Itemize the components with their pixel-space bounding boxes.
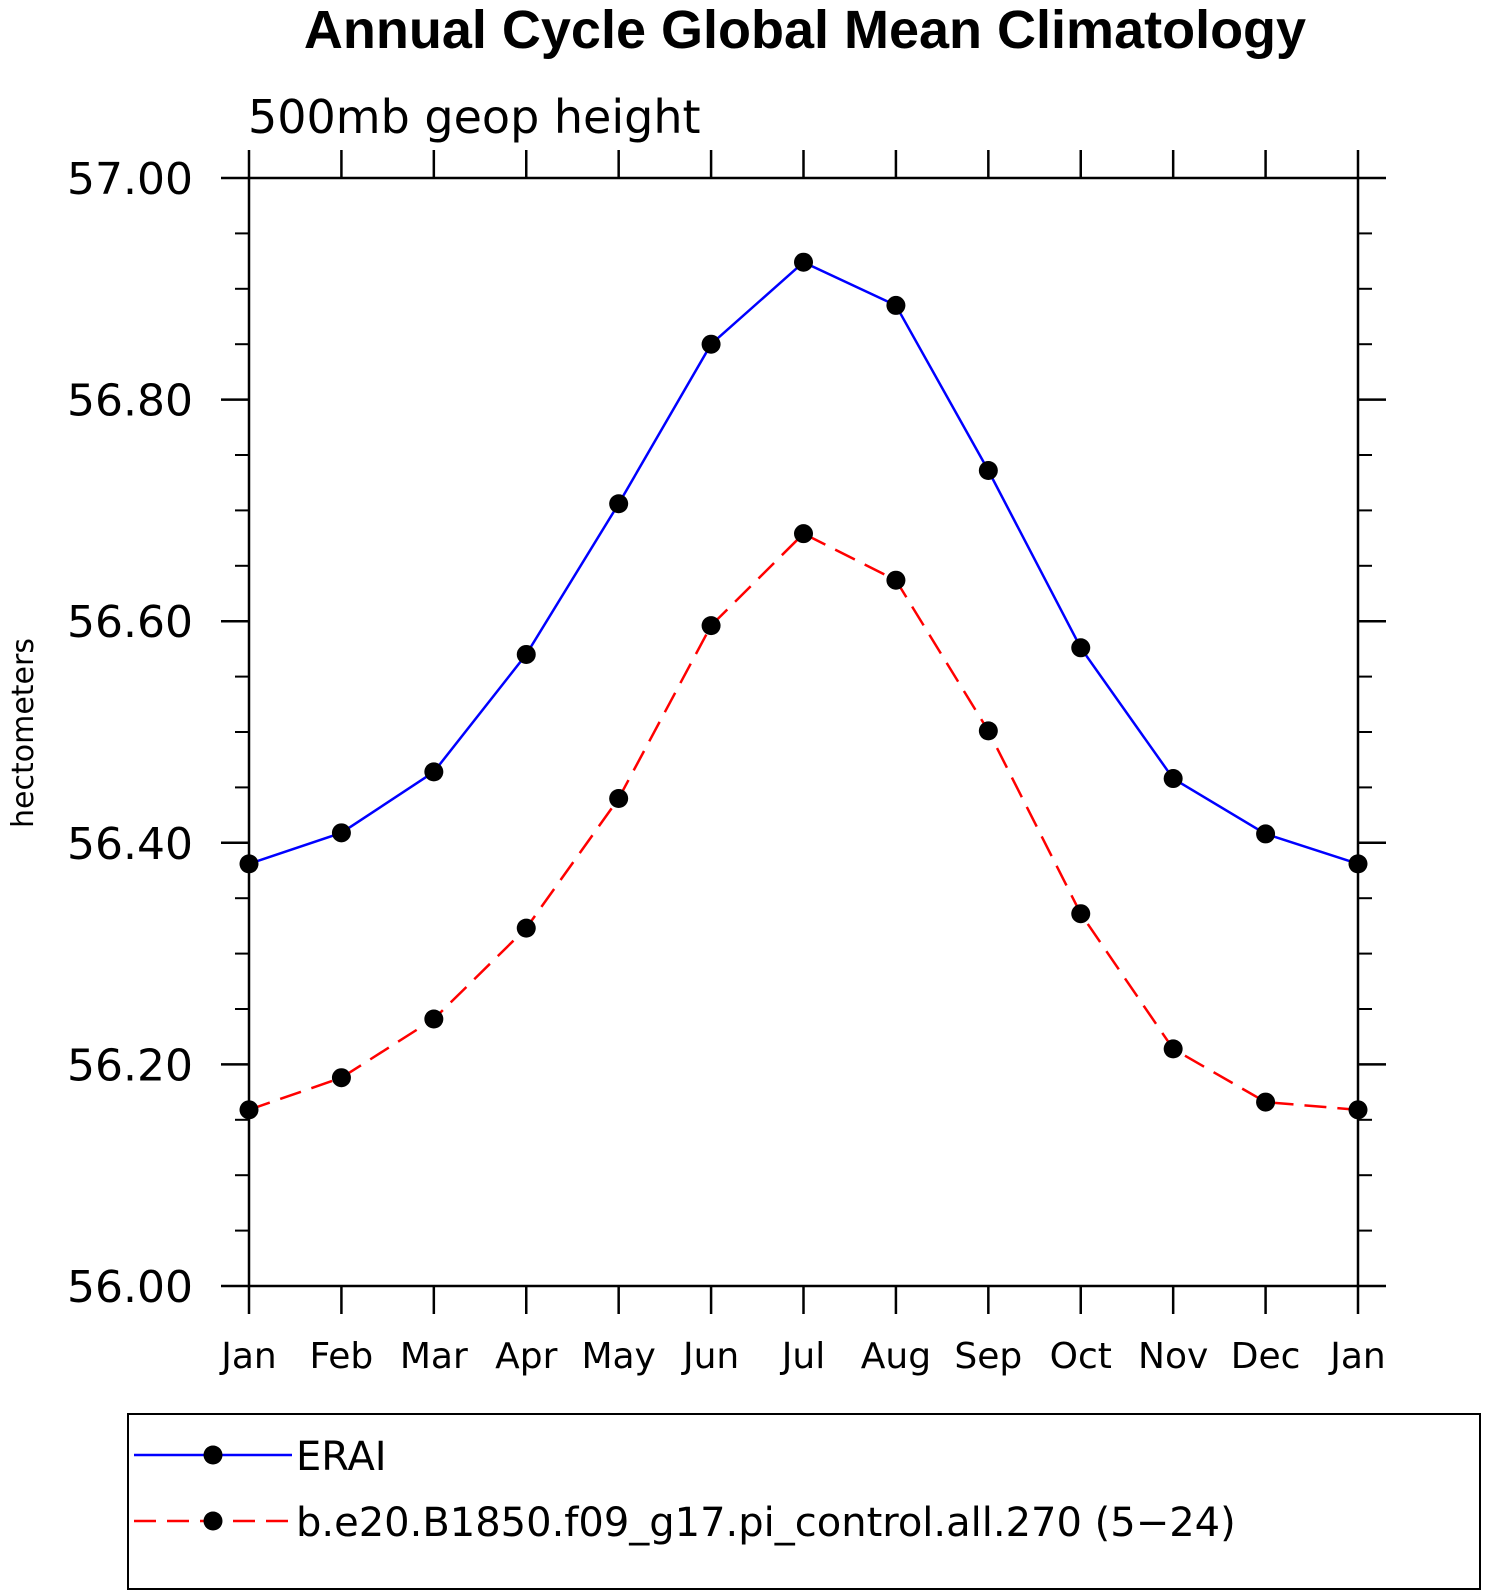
- y-tick-label: 56.60: [67, 597, 193, 648]
- data-point: [1256, 1092, 1276, 1112]
- legend: ERAI b.e20.B1850.f09_g17.pi_control.all.2…: [127, 1413, 1481, 1590]
- legend-marker-1: [203, 1511, 223, 1531]
- legend-box: [127, 1413, 1481, 1590]
- x-tick-label: May: [581, 1336, 655, 1377]
- y-tick-label: 56.00: [67, 1262, 193, 1313]
- chart-title: Annual Cycle Global Mean Climatology: [304, 0, 1306, 60]
- data-point: [609, 494, 629, 514]
- data-point: [701, 334, 721, 354]
- data-point: [794, 524, 813, 544]
- x-tick-label: Sep: [954, 1336, 1022, 1377]
- data-point: [609, 788, 629, 808]
- x-tick-label: Dec: [1231, 1336, 1301, 1377]
- data-point: [239, 1100, 259, 1120]
- y-tick-label: 56.40: [67, 819, 193, 870]
- legend-label-1: b.e20.B1850.f09_g17.pi_control.all.270 (…: [296, 1500, 1236, 1546]
- y-axis-label: hectometers: [6, 638, 41, 828]
- legend-marker-0: [203, 1445, 223, 1465]
- x-tick-label: Aug: [861, 1336, 931, 1377]
- plot-frame: [247, 176, 1360, 1288]
- data-point: [978, 721, 998, 741]
- data-point: [886, 570, 906, 590]
- data-point: [331, 823, 351, 843]
- series-0: [239, 252, 1368, 874]
- series-group: [239, 252, 1368, 1120]
- x-tick-label: Jun: [681, 1336, 739, 1377]
- x-tick-label: Jan: [219, 1336, 277, 1377]
- x-tick-label: Mar: [400, 1336, 468, 1377]
- series-line: [248, 532, 1359, 1112]
- y-tick-label: 56.20: [67, 1040, 193, 1091]
- data-point: [1071, 638, 1091, 658]
- data-point: [1348, 854, 1368, 874]
- data-point: [331, 1068, 351, 1088]
- y-tick-label: 56.80: [67, 376, 193, 427]
- x-tick-labels: Jan Feb Mar Apr May Jun Jul Aug Sep Oct Nov Dec Jan: [219, 1336, 1386, 1377]
- data-point: [1163, 769, 1183, 789]
- y-tick-label: 57.00: [67, 154, 193, 205]
- data-point: [239, 854, 259, 874]
- data-point: [1256, 824, 1276, 844]
- chart-subtitle: 500mb geop height: [248, 90, 701, 144]
- data-point: [978, 461, 998, 481]
- y-tick-labels: 56.00 56.20 56.40 56.60 56.80 57.00: [67, 154, 193, 1313]
- series-line: [248, 260, 1359, 866]
- axes: [221, 150, 1386, 1314]
- x-tick-label: Jan: [1328, 1336, 1386, 1377]
- series-1: [239, 524, 1368, 1120]
- data-point: [424, 762, 444, 782]
- data-point: [424, 1009, 444, 1029]
- data-point: [1071, 904, 1091, 924]
- x-tick-label: Apr: [495, 1336, 557, 1377]
- data-point: [516, 644, 536, 664]
- x-tick-label: Nov: [1138, 1336, 1208, 1377]
- data-point: [516, 918, 536, 938]
- x-tick-label: Oct: [1050, 1336, 1112, 1377]
- data-point: [1163, 1039, 1183, 1059]
- x-tick-label: Feb: [310, 1336, 374, 1377]
- data-point: [794, 252, 813, 272]
- legend-label-0: ERAI: [296, 1434, 387, 1480]
- data-point: [1348, 1100, 1368, 1120]
- data-point: [886, 295, 906, 315]
- data-point: [701, 616, 721, 636]
- x-tick-label: Jul: [780, 1336, 825, 1377]
